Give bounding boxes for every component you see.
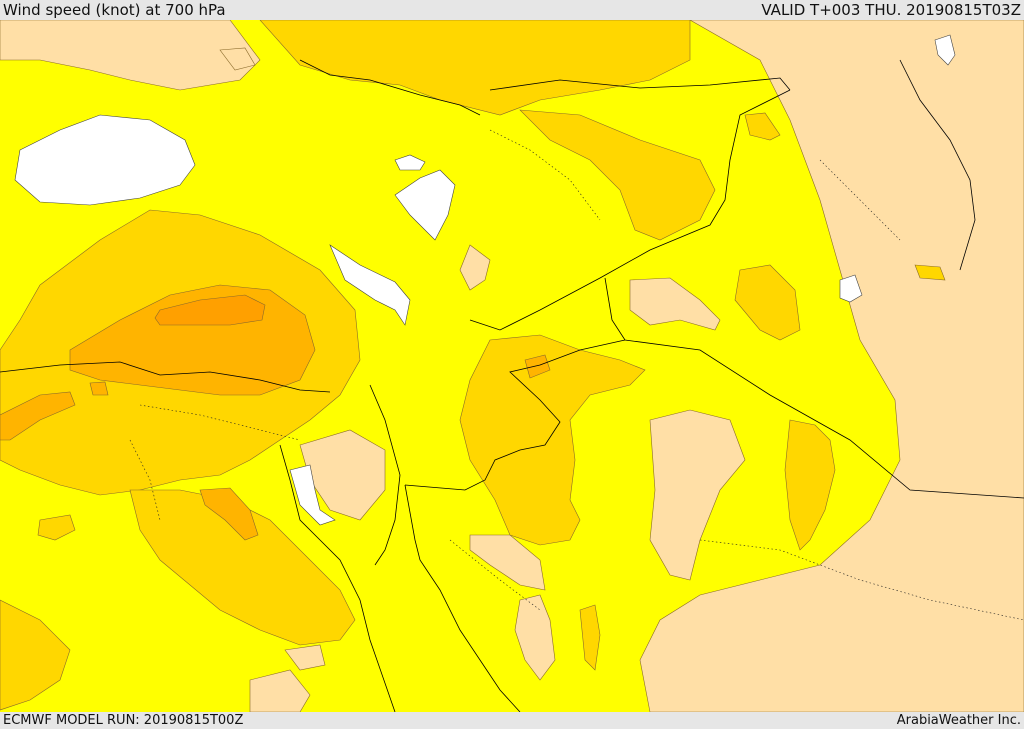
model-run: ECMWF MODEL RUN: 20190815T00Z <box>3 713 244 728</box>
map-title: Wind speed (knot) at 700 hPa <box>3 1 226 19</box>
valid-time: VALID T+003 THU. 20190815T03Z <box>761 1 1021 19</box>
map-footer: ECMWF MODEL RUN: 20190815T00Z ArabiaWeat… <box>0 712 1024 729</box>
field-strongest <box>154 294 266 326</box>
map-header: Wind speed (knot) at 700 hPa VALID T+003… <box>0 0 1024 20</box>
wind-speed-map <box>0 20 1024 712</box>
credit: ArabiaWeather Inc. <box>896 713 1021 728</box>
field-light <box>0 20 1024 712</box>
province-lines <box>129 129 1024 621</box>
field-calm <box>14 34 956 526</box>
borders <box>0 59 1024 712</box>
